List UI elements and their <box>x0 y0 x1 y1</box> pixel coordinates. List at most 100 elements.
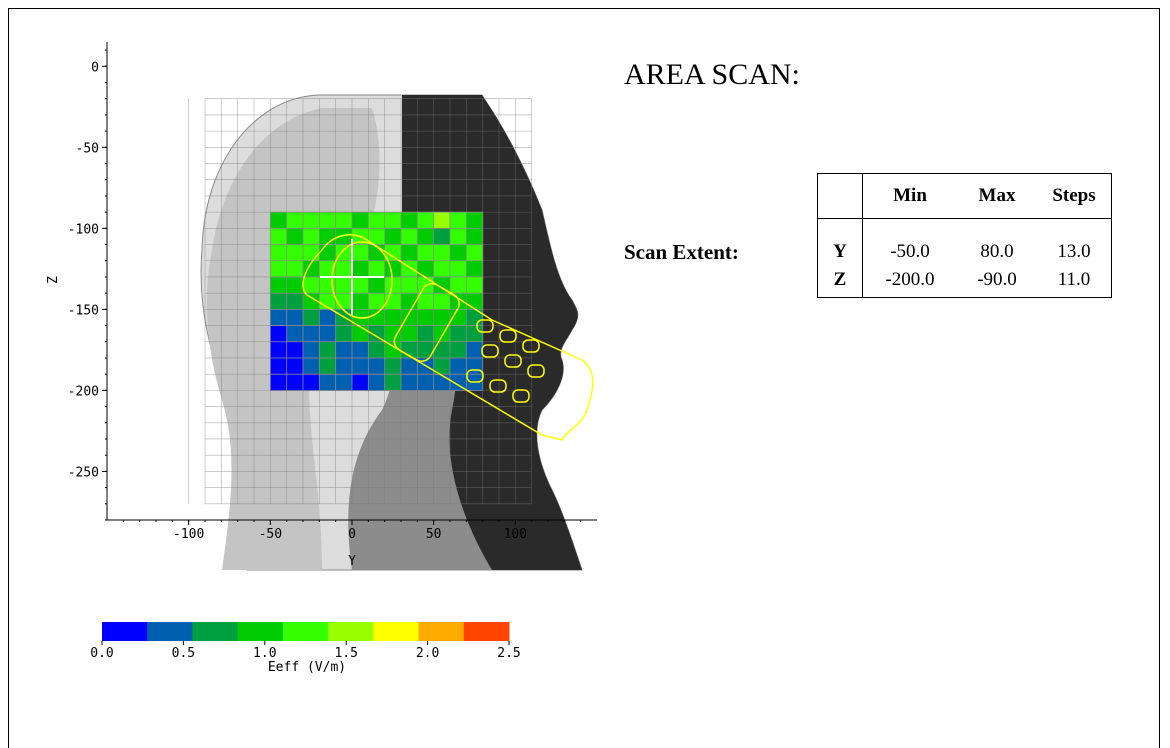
heatmap-cell <box>450 341 467 359</box>
header-blank <box>817 173 863 219</box>
heatmap-cell <box>303 325 320 343</box>
heatmap-cell <box>319 374 337 391</box>
area-scan-plot: 0 -50 -100 -150 -200 -250 -100 -50 0 50 100 Y Z 0… <box>46 42 597 675</box>
heatmap-cell <box>401 212 418 229</box>
z-axis-ticks: 0 -50 -100 -150 -200 -250 <box>68 49 107 521</box>
colorbar-label: Eeff (V/m) <box>268 660 346 675</box>
y-tick-label: 100 <box>504 527 527 542</box>
heatmap-cell <box>450 212 467 229</box>
heatmap-cell <box>319 309 337 327</box>
colorbar-tick-label: 1.5 <box>334 646 357 661</box>
heatmap-cell <box>352 276 369 294</box>
heatmap-cell <box>450 276 467 294</box>
heatmap-cell <box>335 293 353 310</box>
heatmap-cell <box>450 228 467 246</box>
heatmap-cell <box>417 309 435 327</box>
colorbar-tick-label: 2.5 <box>497 646 520 661</box>
colorbar-segment <box>418 622 465 641</box>
heatmap-cell <box>417 341 435 359</box>
heatmap-cell <box>319 325 337 343</box>
heatmap-cell <box>286 325 304 343</box>
y-tick-label: 50 <box>426 527 442 542</box>
heatmap-cell <box>286 374 304 391</box>
heatmap-cell <box>303 244 320 262</box>
heatmap-cell <box>466 341 484 359</box>
z-tick-label: -200 <box>68 384 99 399</box>
heatmap-cell <box>433 325 451 343</box>
y-tick-label: -100 <box>173 527 204 542</box>
heatmap-cell <box>303 341 320 359</box>
head-mesh-grid <box>188 98 532 505</box>
heatmap-cell <box>450 357 467 375</box>
heatmap-cell <box>368 325 386 343</box>
heatmap-cell <box>286 276 304 294</box>
heatmap-cell <box>352 325 369 343</box>
heatmap-cell <box>368 212 386 229</box>
x-axis-label: Y <box>348 554 356 569</box>
heatmap-cell <box>335 374 353 391</box>
heatmap-cell <box>384 260 402 278</box>
heatmap-cell <box>433 309 451 327</box>
z-tick-label: -250 <box>68 465 99 480</box>
heatmap-cell <box>466 244 484 262</box>
heatmap-cell <box>319 341 337 359</box>
y-axis-label: Z <box>46 276 61 284</box>
heatmap-cell <box>433 260 451 278</box>
heatmap-cell <box>352 212 369 229</box>
heatmap-cell <box>270 244 288 262</box>
heatmap-cell <box>319 357 337 375</box>
heatmap-cell <box>401 309 418 327</box>
heatmap-cell <box>286 212 304 229</box>
heatmap-cell <box>303 309 320 327</box>
heatmap-cell <box>417 325 435 343</box>
heatmap-cell <box>384 374 402 391</box>
header-max: Max <box>957 173 1037 219</box>
colorbar-ticks: 0.0 0.5 1.0 1.5 2.0 2.5 <box>90 641 521 661</box>
heatmap-cell <box>319 212 337 229</box>
heatmap-cell <box>270 212 288 229</box>
colorbar-segment <box>192 622 239 641</box>
page-title: AREA SCAN: <box>624 58 800 91</box>
heatmap-cell <box>433 374 451 391</box>
row-axis-y: Y <box>817 218 863 263</box>
heatmap-cell <box>433 357 451 375</box>
heatmap-cell <box>286 357 304 375</box>
heatmap-cell <box>384 276 402 294</box>
heatmap-cell <box>384 341 402 359</box>
heatmap-cell <box>352 244 369 262</box>
heatmap-cell <box>417 228 435 246</box>
colorbar-segment <box>463 622 510 641</box>
scan-heatmap <box>270 212 484 391</box>
colorbar-tick-label: 1.0 <box>253 646 276 661</box>
heatmap-cell <box>335 357 353 375</box>
y-axis-ticks: -100 -50 0 50 100 <box>122 520 582 542</box>
heatmap-cell <box>401 374 418 391</box>
heatmap-cell <box>417 212 435 229</box>
heatmap-cell <box>384 228 402 246</box>
heatmap-cell <box>466 276 484 294</box>
heatmap-cell <box>286 244 304 262</box>
heatmap-cell <box>352 260 369 278</box>
z-tick-label: -150 <box>68 303 99 318</box>
heatmap-cell <box>352 341 369 359</box>
heatmap-cell <box>270 293 288 310</box>
z-tick-label: -50 <box>76 141 99 156</box>
cell-z-min: -200.0 <box>862 263 957 298</box>
heatmap-cell <box>401 357 418 375</box>
heatmap-cell <box>335 276 353 294</box>
heatmap-cell <box>368 309 386 327</box>
colorbar-segment <box>147 622 193 641</box>
heatmap-cell <box>384 212 402 229</box>
heatmap-cell <box>368 260 386 278</box>
colorbar-segment <box>237 622 284 641</box>
heatmap-cell <box>450 244 467 262</box>
heatmap-cell <box>368 276 386 294</box>
heatmap-cell <box>450 260 467 278</box>
heatmap-cell <box>352 374 369 391</box>
heatmap-cell <box>368 228 386 246</box>
heatmap-cell <box>433 228 451 246</box>
colorbar-segment <box>282 622 329 641</box>
heatmap-cell <box>466 212 484 229</box>
heatmap-cell <box>417 293 435 310</box>
heatmap-cell <box>450 325 467 343</box>
